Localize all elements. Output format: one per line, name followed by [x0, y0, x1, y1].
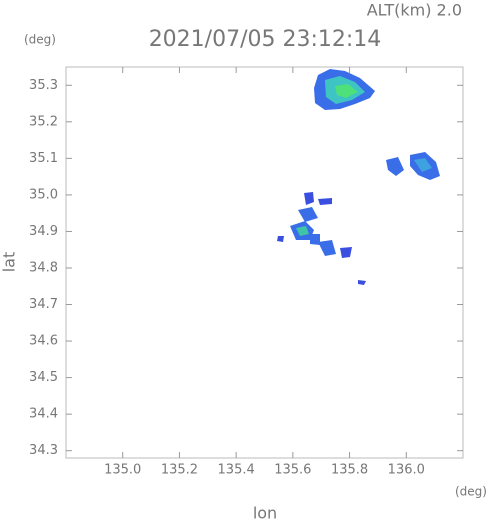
y-tick-label: 35.3 [29, 78, 58, 93]
x-unit: (deg) [455, 485, 487, 499]
x-tick-label: 135.6 [274, 463, 311, 478]
y-tick-label: 34.3 [29, 443, 58, 458]
x-tick-label: 135.2 [161, 463, 198, 478]
y-tick-label: 34.6 [29, 334, 58, 349]
y-tick-label: 34.5 [29, 370, 58, 385]
x-tick-label: 135.8 [331, 463, 368, 478]
y-tick-label: 35.2 [29, 114, 58, 129]
echoes [277, 69, 440, 285]
plot-frame [65, 66, 464, 459]
y-tick-label: 34.9 [29, 224, 58, 239]
y-axis-label: lat [0, 252, 19, 273]
subtitle: ALT(km) 2.0 [367, 1, 462, 20]
y-tick-label: 34.4 [29, 407, 58, 422]
y-tick-label: 34.7 [29, 297, 58, 312]
y-tick-label: 35.0 [29, 187, 58, 202]
x-axis-label: lon [253, 504, 277, 521]
y-unit: (deg) [24, 33, 56, 47]
chart-title: 2021/07/05 23:12:14 [149, 27, 382, 52]
y-tick-label: 35.1 [29, 151, 58, 166]
x-tick-label: 136.0 [388, 463, 425, 478]
x-tick-label: 135.0 [104, 463, 141, 478]
x-tick-label: 135.4 [218, 463, 255, 478]
y-tick-label: 34.8 [29, 260, 58, 275]
